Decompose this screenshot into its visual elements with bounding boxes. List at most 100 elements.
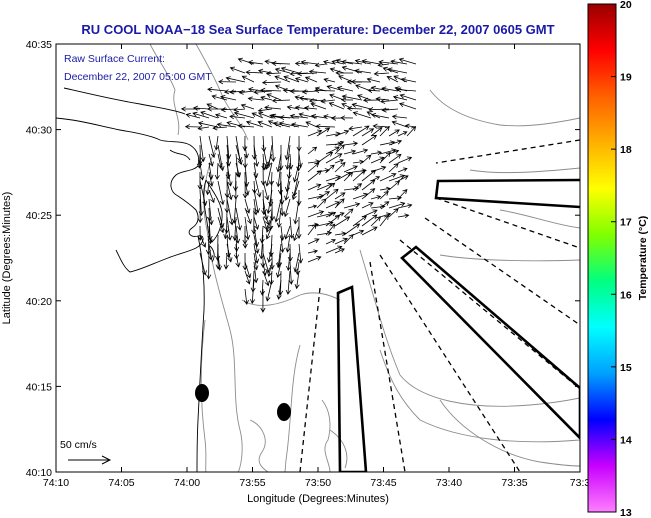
current-arrow [388, 129, 400, 137]
current-arrow [354, 68, 372, 74]
current-arrow [242, 234, 248, 249]
current-arrow [283, 75, 300, 83]
current-arrow [244, 270, 251, 285]
current-label-line2: December 22, 2007 05:00 GMT [64, 71, 212, 83]
current-arrow [396, 87, 417, 93]
current-arrow [391, 114, 408, 120]
current-arrow [381, 86, 399, 92]
current-arrow [307, 183, 322, 191]
current-arrow [329, 93, 345, 101]
y-tick-label: 40:25 [26, 210, 52, 222]
current-arrow [288, 261, 294, 285]
current-arrow [361, 214, 378, 227]
current-arrow [261, 80, 282, 86]
current-arrow [244, 198, 251, 214]
current-arrow [351, 102, 372, 110]
current-arrow [265, 279, 273, 302]
current-arrow [287, 243, 293, 262]
current-arrow [297, 243, 304, 264]
current-arrow [192, 111, 210, 119]
current-arrow [334, 237, 348, 245]
y-tick-label: 40:10 [26, 467, 52, 479]
current-arrow [388, 174, 406, 182]
current-arrow [381, 107, 399, 113]
current-arrow [334, 161, 346, 173]
current-arrow [265, 162, 273, 187]
current-arrow [400, 77, 417, 83]
current-arrow [293, 198, 300, 225]
current-arrow [208, 135, 216, 159]
current-arrow [276, 153, 282, 173]
current-arrow [226, 180, 233, 201]
current-arrow [278, 121, 300, 128]
x-tick-label: 74:10 [43, 477, 69, 489]
current-arrow [350, 79, 372, 85]
current-arrow [352, 111, 372, 119]
current-arrow [266, 93, 282, 101]
current-arrow [244, 207, 252, 225]
current-arrow [297, 153, 303, 169]
current-arrow [274, 198, 282, 223]
x-tick-label: 73:3 [570, 477, 591, 489]
current-arrow [397, 213, 410, 219]
x-tick-label: 74:05 [108, 477, 134, 489]
current-arrow [251, 207, 257, 235]
current-arrow [296, 144, 302, 172]
x-tick-label: 73:50 [305, 477, 331, 489]
current-arrow [212, 125, 228, 131]
current-arrow [296, 217, 302, 240]
current-arrow [184, 124, 201, 130]
current-arrow [200, 110, 219, 119]
current-arrow [291, 180, 300, 201]
current-arrow [264, 105, 282, 111]
current-arrow [388, 163, 399, 173]
current-arrow [361, 188, 376, 200]
current-arrow [307, 129, 323, 137]
current-arrow [307, 146, 318, 155]
current-arrow [251, 112, 264, 119]
current-arrow [397, 175, 409, 182]
current-arrow [217, 153, 223, 169]
current-arrow [370, 150, 383, 156]
current-arrow [343, 186, 360, 192]
current-arrow [247, 96, 264, 102]
current-arrow [185, 112, 201, 119]
current-arrow [253, 171, 262, 198]
x-tick-label: 73:40 [436, 477, 462, 489]
current-arrow [270, 135, 276, 163]
current-arrow [307, 170, 322, 182]
current-arrow [235, 153, 241, 178]
current-arrow [206, 103, 219, 110]
colorbar-ticks: 20 19 18 17 16 15 14 13 [611, 0, 632, 518]
current-arrow [205, 180, 211, 196]
current-arrow [346, 105, 363, 112]
current-arrow [300, 59, 318, 65]
current-arrow [307, 255, 322, 263]
current-arrow [197, 198, 203, 224]
current-arrow [235, 252, 241, 268]
current-arrow [357, 94, 372, 101]
current-arrow [276, 207, 282, 229]
current-arrow [216, 252, 222, 271]
current-arrow [229, 89, 246, 95]
current-arrow [271, 60, 291, 66]
current-arrow [265, 216, 273, 233]
colorbar-tick-label: 17 [620, 217, 632, 229]
current-arrow [245, 120, 264, 128]
surface-current-vectors [180, 57, 417, 313]
current-arrow [361, 209, 378, 218]
current-arrow [233, 107, 246, 113]
colorbar-label: Temperature (°C) [637, 216, 649, 301]
current-arrow [305, 121, 318, 128]
current-arrow [206, 106, 227, 112]
current-arrow [237, 123, 255, 129]
current-arrow [316, 127, 331, 137]
current-arrow [214, 162, 220, 181]
current-arrow [267, 261, 273, 278]
current-arrow [241, 75, 255, 83]
current-arrow [329, 67, 345, 74]
current-arrow [379, 190, 389, 200]
current-arrow [259, 225, 265, 244]
current-arrow [325, 201, 341, 209]
current-arrow [199, 162, 205, 181]
